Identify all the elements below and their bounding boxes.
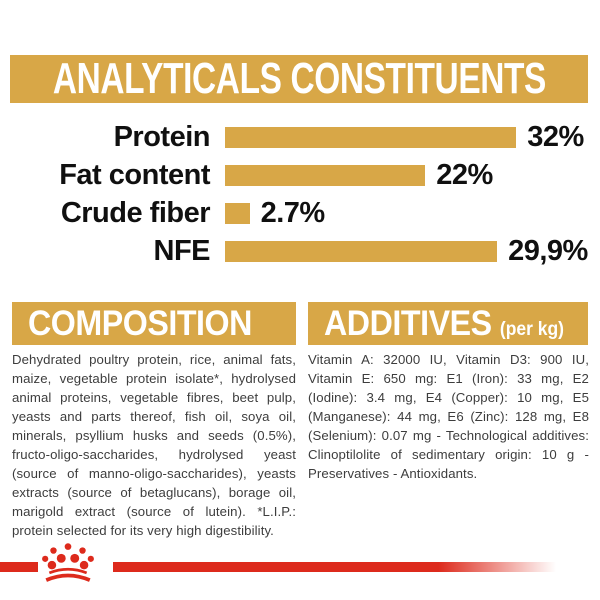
additives-title-suffix: (per kg) [499,318,565,340]
chart-row-protein: Protein 32% [0,118,600,156]
composition-text: Dehydrated poultry protein, rice, animal… [12,352,296,538]
composition-header-bar: COMPOSITION [12,302,296,345]
chart-category-label: Crude fiber [60,196,211,229]
chart-category-label: Protein [113,120,211,153]
analyticals-header-bar: ANALYTICALS CONSTITUENTS [10,54,588,103]
additives-header-bar: ADDITIVES (per kg) [308,302,588,345]
chart-row-crude-fiber: Crude fiber 2.7% [0,194,600,232]
chart-bar [225,240,498,262]
additives-text: Vitamin A: 32000 IU, Vitamin D3: 900 IU,… [308,352,589,481]
chart-row-fat-content: Fat content 22% [0,156,600,194]
footer-right-rule [113,562,565,572]
chart-row-nfe: NFE 29,9% [0,232,600,270]
chart-bar [225,202,250,224]
chart-bar [225,126,517,148]
chart-value-label: 2.7% [260,196,326,229]
composition-title: COMPOSITION [28,303,252,343]
chart-category-label: Fat content [59,158,210,191]
additives-title: ADDITIVES [324,303,492,343]
royal-canin-crown-icon [42,543,94,582]
analyticals-bar-chart: Protein 32% Fat content 22% Crude fiber 2.7% N… [0,118,600,270]
analyticals-title: ANALYTICALS CONSTITUENTS [52,54,546,103]
chart-value-label: 22% [436,158,493,191]
footer-left-rule [0,562,38,572]
chart-value-label: 29,9% [508,234,588,267]
chart-bar [225,164,426,186]
chart-category-label: NFE [153,234,211,267]
chart-value-label: 32% [527,120,584,153]
